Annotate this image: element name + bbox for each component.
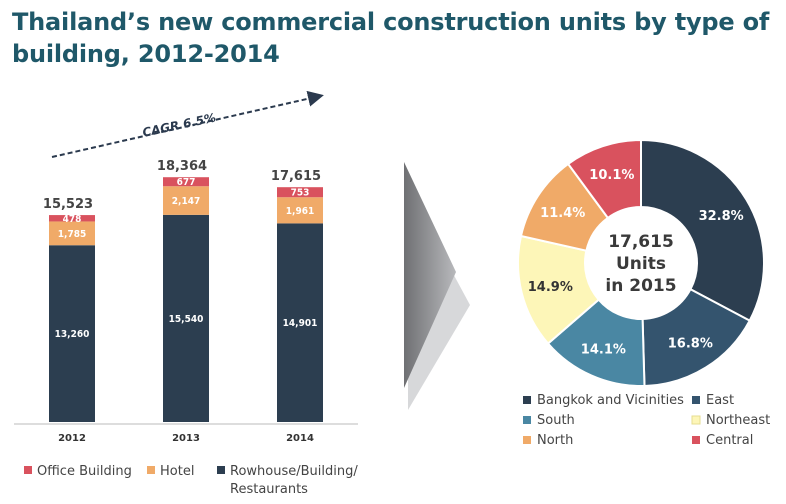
donut-slice-label: 10.1%: [589, 168, 634, 183]
bar-value-label: 478: [63, 214, 82, 225]
donut-slice-central: [566, 138, 642, 220]
bar-rowhouse-2014: [277, 223, 323, 422]
cagr-label: CAGR 6.5%: [141, 110, 217, 139]
donut-center-text: Units: [616, 254, 666, 274]
donut-slice-label: 11.4%: [540, 206, 585, 221]
bar-total-label: 18,364: [157, 159, 207, 174]
chevron-arrow: [404, 162, 456, 388]
legend-label-northeast: Northeast: [706, 413, 770, 428]
bar-hotel-2014: [277, 197, 323, 224]
legend-swatch-central: [692, 436, 700, 444]
legend-swatch-bangkok: [523, 396, 531, 404]
cagr-arrow: [51, 90, 324, 158]
bar-value-label: 15,540: [169, 314, 204, 325]
bar-total-label: 17,615: [271, 169, 321, 184]
chart-title: Thailand’s new commercial construction u…: [12, 8, 770, 68]
bar-total-label: 15,523: [43, 197, 93, 212]
bar-value-label: 14,901: [283, 318, 318, 329]
bar-value-label: 13,260: [55, 329, 90, 340]
bar-value-label: 1,785: [58, 229, 86, 240]
legend-swatch-north: [523, 436, 531, 444]
legend-label-north: North: [537, 433, 573, 448]
donut-slice-label: 14.9%: [528, 280, 573, 295]
x-tick-label: 2013: [172, 433, 200, 444]
bar-rowhouse-2012: [49, 245, 95, 422]
legend-swatch-hotel: [147, 466, 155, 474]
donut-slice-east: [641, 287, 751, 387]
x-tick-label: 2012: [58, 433, 86, 444]
donut-slice-label: 32.8%: [699, 209, 744, 224]
donut-slice-label: 14.1%: [581, 343, 626, 358]
donut-slice-bangkok: [640, 138, 765, 323]
legend-label-east: East: [706, 393, 734, 408]
legend-label-rowhouse-line2: Restaurants: [230, 482, 308, 497]
bar-value-label: 2,147: [172, 196, 200, 207]
bar-value-label: 1,961: [286, 206, 314, 217]
legend-label-bangkok: Bangkok and Vicinities: [537, 393, 684, 408]
legend-label-office: Office Building: [37, 464, 132, 479]
legend-swatch-northeast: [691, 415, 701, 425]
donut-slice-label: 16.8%: [668, 336, 713, 351]
bar-office-2012: [49, 215, 95, 222]
bar-hotel-2013: [163, 186, 209, 215]
bar-value-label: 753: [291, 188, 310, 199]
legend-swatch-office: [24, 466, 32, 474]
bar-hotel-2012: [49, 221, 95, 246]
bar-rowhouse-2013: [163, 214, 209, 422]
legend-swatch-rowhouse: [217, 466, 225, 474]
bar-office-2013: [163, 177, 209, 187]
donut-center-text: 17,615: [608, 232, 674, 252]
x-tick-label: 2014: [286, 433, 314, 444]
legend-label-hotel: Hotel: [160, 464, 194, 479]
legend-label-rowhouse: Rowhouse/Building/: [230, 464, 358, 479]
bar-office-2014: [277, 187, 323, 198]
legend-swatch-east: [692, 396, 700, 404]
legend-label-central: Central: [706, 433, 753, 448]
bar-value-label: 677: [177, 177, 196, 188]
legend-swatch-south: [523, 416, 531, 424]
legend-label-south: South: [537, 413, 575, 428]
donut-center-text: in 2015: [605, 276, 676, 296]
